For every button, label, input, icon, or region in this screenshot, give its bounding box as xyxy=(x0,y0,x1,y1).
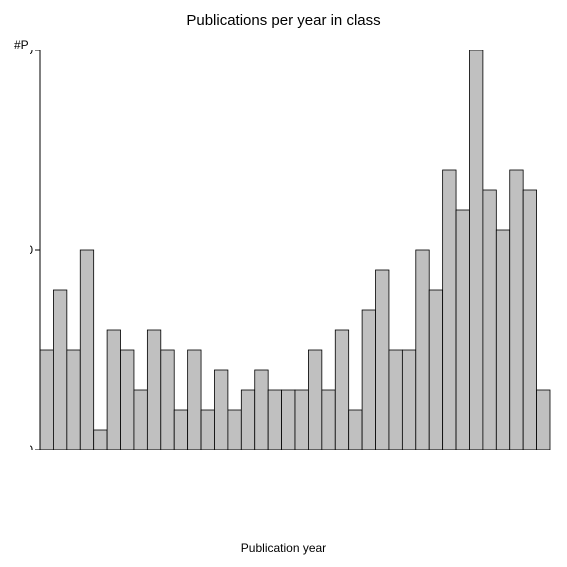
bar xyxy=(376,270,389,450)
plot-svg: 0102019801981198219831984198519861987198… xyxy=(30,50,555,450)
bar xyxy=(510,170,523,450)
bar xyxy=(80,250,93,450)
bar xyxy=(188,350,201,450)
bar xyxy=(362,310,375,450)
bar xyxy=(523,190,536,450)
bar xyxy=(228,410,241,450)
bar xyxy=(456,210,469,450)
bar xyxy=(349,410,362,450)
y-tick-label: 0 xyxy=(30,443,33,450)
chart-container: Publications per year in class #P Public… xyxy=(0,0,567,567)
bar xyxy=(107,330,120,450)
bar xyxy=(40,350,53,450)
bar xyxy=(429,290,442,450)
bar xyxy=(496,230,509,450)
bar xyxy=(483,190,496,450)
bar xyxy=(214,370,227,450)
bar xyxy=(335,330,348,450)
bar xyxy=(469,50,482,450)
bar xyxy=(94,430,107,450)
bar xyxy=(121,350,134,450)
y-tick-label: 20 xyxy=(30,50,33,57)
bar xyxy=(268,390,281,450)
bar xyxy=(308,350,321,450)
bar xyxy=(322,390,335,450)
bar xyxy=(67,350,80,450)
bar xyxy=(161,350,174,450)
bar xyxy=(53,290,66,450)
bar xyxy=(537,390,550,450)
bar xyxy=(255,370,268,450)
bar xyxy=(282,390,295,450)
bar xyxy=(147,330,160,450)
y-axis-label: #P xyxy=(14,38,29,52)
bar xyxy=(443,170,456,450)
y-tick-label: 10 xyxy=(30,243,33,257)
bar xyxy=(389,350,402,450)
bar xyxy=(295,390,308,450)
bar xyxy=(416,250,429,450)
bar xyxy=(134,390,147,450)
bar xyxy=(241,390,254,450)
bar xyxy=(174,410,187,450)
chart-title: Publications per year in class xyxy=(0,12,567,29)
x-axis-label: Publication year xyxy=(0,541,567,555)
bar xyxy=(201,410,214,450)
bar xyxy=(402,350,415,450)
